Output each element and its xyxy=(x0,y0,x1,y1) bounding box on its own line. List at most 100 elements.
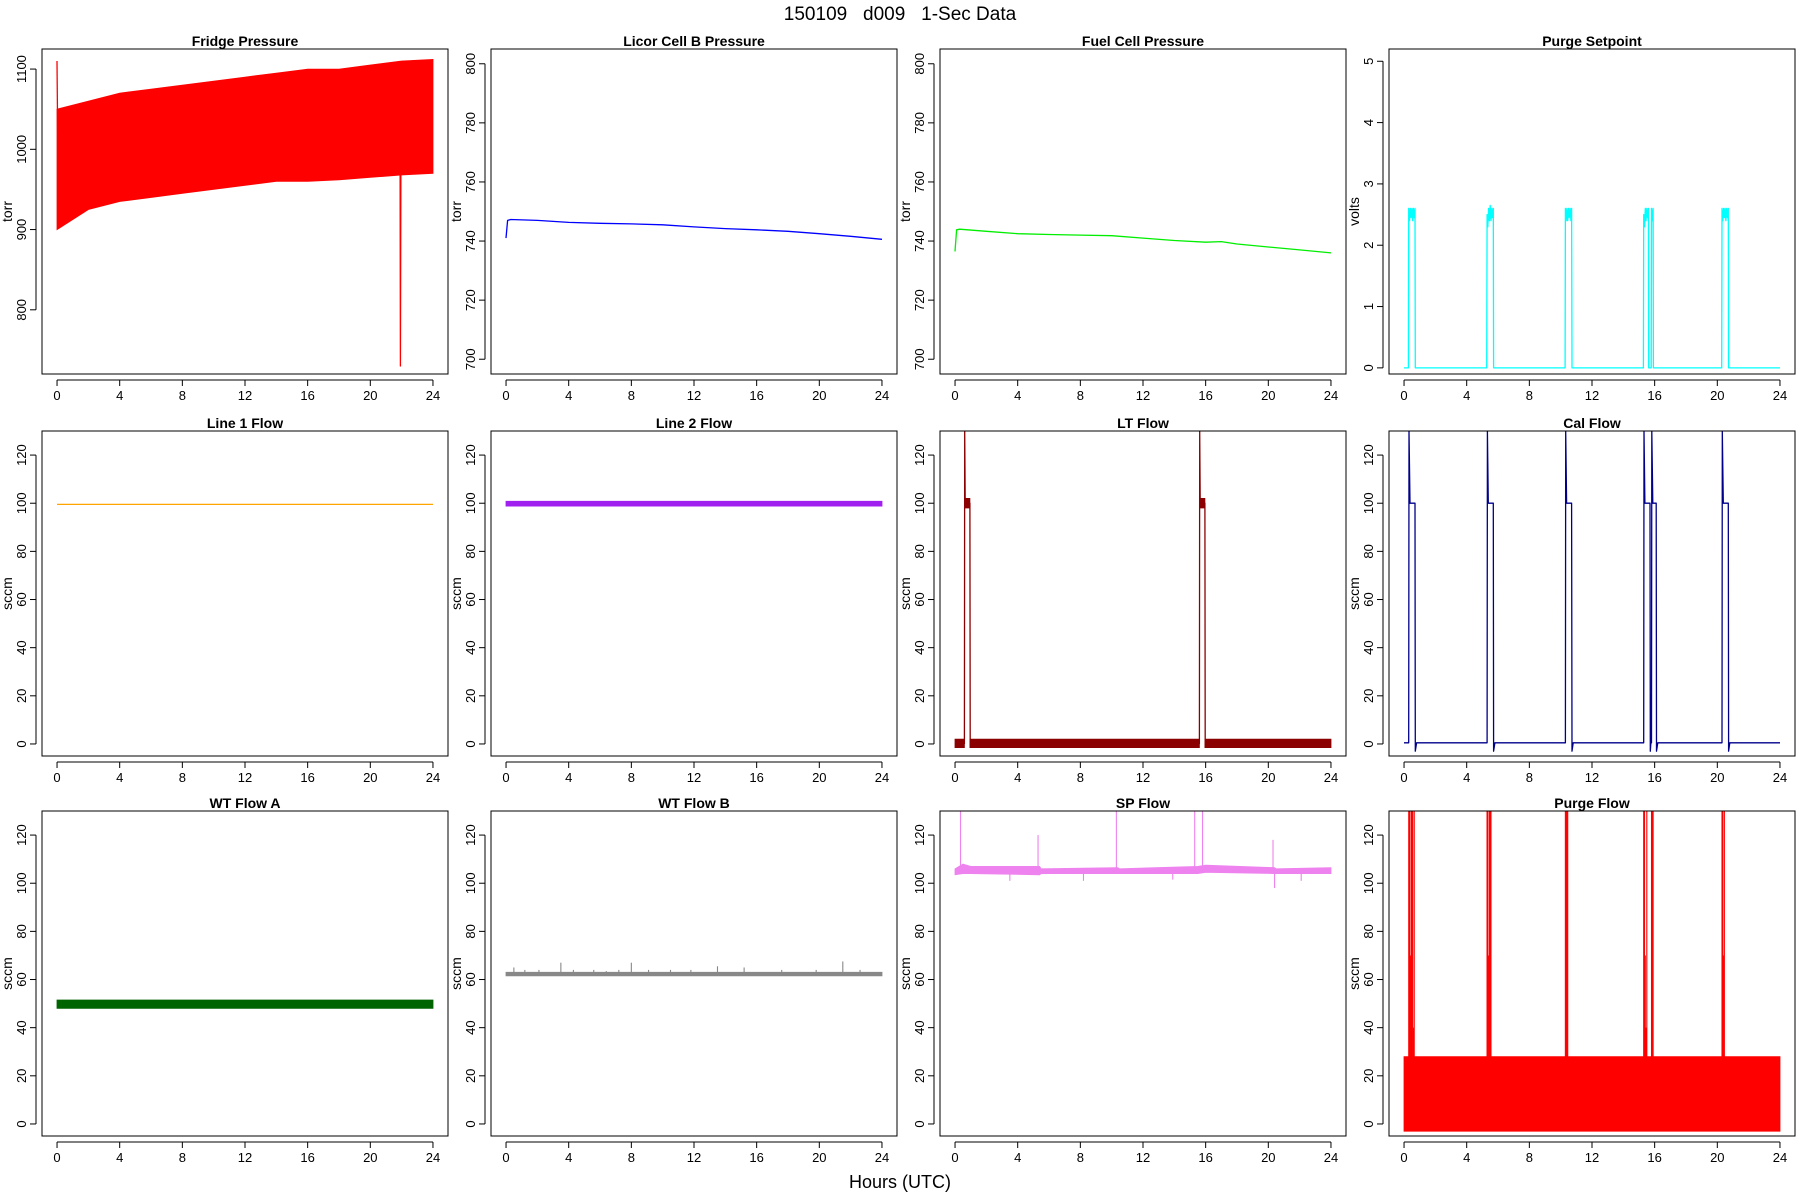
panel-7-frame xyxy=(939,430,1347,757)
panel-7: LT Flow 0 4 8 12 16 20 24 0 20 40 60 80 100 120 sccm xyxy=(897,415,1347,785)
panel-4-data xyxy=(1404,204,1780,369)
y-tick-label: 60 xyxy=(14,592,29,606)
y-tick-label: 100 xyxy=(14,492,29,514)
x-tick-label: 0 xyxy=(1400,388,1407,403)
panel-9: WT Flow A 0 4 8 12 16 20 24 0 20 40 60 80 100 120 sccm xyxy=(0,795,449,1165)
y-tick-label: 1100 xyxy=(14,55,29,83)
series-7-1-band xyxy=(954,738,965,748)
panel-11-data xyxy=(954,811,1332,889)
panel-9-title: WT Flow A xyxy=(209,795,280,811)
panel-3-y-label: torr xyxy=(897,201,913,222)
x-tick-label: 16 xyxy=(749,388,763,403)
panel-3-frame xyxy=(939,48,1347,375)
panel-8-title: Cal Flow xyxy=(1563,415,1621,431)
y-tick-label: 120 xyxy=(14,824,29,846)
x-tick-label: 0 xyxy=(502,388,509,403)
y-tick-label: 700 xyxy=(912,348,927,370)
series-7-3-band xyxy=(1204,738,1332,748)
x-tick-label: 12 xyxy=(1585,770,1599,785)
y-tick-label: 20 xyxy=(14,689,29,703)
x-tick-label: 4 xyxy=(1014,1150,1021,1165)
y-tick-label: 80 xyxy=(463,924,478,938)
x-tick-label: 12 xyxy=(238,770,252,785)
y-tick-label: 60 xyxy=(14,972,29,986)
y-tick-label: 0 xyxy=(912,740,927,747)
y-tick-label: 40 xyxy=(912,640,927,654)
y-tick-label: 760 xyxy=(912,171,927,193)
panel-4-y-label: volts xyxy=(1346,197,1362,226)
x-tick-label: 8 xyxy=(1077,1150,1084,1165)
y-tick-label: 120 xyxy=(14,444,29,466)
x-tick-label: 12 xyxy=(1585,1150,1599,1165)
panel-1-frame xyxy=(41,48,449,375)
panel-6-data xyxy=(505,500,883,507)
y-tick-label: 780 xyxy=(463,112,478,134)
panel-8-y-label: sccm xyxy=(1346,577,1362,610)
y-tick-label: 720 xyxy=(463,289,478,311)
y-tick-label: 800 xyxy=(912,53,927,75)
y-tick-label: 800 xyxy=(463,53,478,75)
x-tick-label: 12 xyxy=(1585,388,1599,403)
y-tick-label: 120 xyxy=(912,444,927,466)
panel-5: Line 1 Flow 0 4 8 12 16 20 24 0 20 40 60 80 100 120 scc… xyxy=(0,415,449,785)
series-10-1-band xyxy=(505,971,883,977)
panel-12-data xyxy=(1403,811,1781,1132)
y-tick-label: 60 xyxy=(463,592,478,606)
y-tick-label: 0 xyxy=(463,1120,478,1127)
x-tick-label: 20 xyxy=(1710,1150,1724,1165)
x-tick-label: 0 xyxy=(53,770,60,785)
y-tick-label: 20 xyxy=(1361,1069,1376,1083)
x-tick-label: 4 xyxy=(116,388,123,403)
y-tick-label: 80 xyxy=(463,544,478,558)
y-tick-label: 80 xyxy=(912,924,927,938)
panel-5-y-label: sccm xyxy=(0,577,15,610)
panel-3-title: Fuel Cell Pressure xyxy=(1082,33,1204,49)
x-tick-label: 8 xyxy=(1526,388,1533,403)
y-tick-label: 120 xyxy=(1361,444,1376,466)
x-tick-label: 20 xyxy=(1261,388,1275,403)
panel-2: Licor Cell B Pressure 0 4 8 12 16 20 24 700 720 74… xyxy=(448,33,898,403)
x-tick-label: 4 xyxy=(1014,388,1021,403)
panel-1-data xyxy=(56,58,434,367)
x-tick-label: 16 xyxy=(1647,770,1661,785)
series-8-1-line xyxy=(1404,431,1780,752)
x-tick-label: 24 xyxy=(1773,770,1787,785)
panel-2-y-label: torr xyxy=(448,201,464,222)
panel-6: Line 2 Flow 0 4 8 12 16 20 24 0 20 40 60 80 100 120 scc… xyxy=(448,415,898,785)
y-tick-label: 80 xyxy=(14,544,29,558)
series-9-1-band xyxy=(56,999,434,1009)
series-1-3-line xyxy=(399,161,402,367)
y-tick-label: 20 xyxy=(14,1069,29,1083)
x-tick-label: 8 xyxy=(628,1150,635,1165)
series-2-1-line xyxy=(505,218,883,240)
x-tick-label: 20 xyxy=(812,388,826,403)
panel-6-title: Line 2 Flow xyxy=(656,415,732,431)
x-tick-label: 16 xyxy=(749,1150,763,1165)
x-tick-label: 24 xyxy=(1773,1150,1787,1165)
x-tick-label: 20 xyxy=(1261,1150,1275,1165)
y-tick-label: 60 xyxy=(1361,592,1376,606)
panel-9-frame xyxy=(41,810,449,1137)
y-tick-label: 100 xyxy=(1361,492,1376,514)
x-tick-label: 24 xyxy=(426,388,440,403)
panel-5-frame xyxy=(41,430,449,757)
panel-5-title: Line 1 Flow xyxy=(207,415,283,431)
x-tick-label: 0 xyxy=(951,1150,958,1165)
series-7-6-line xyxy=(963,431,971,745)
y-tick-label: 900 xyxy=(14,219,29,241)
y-tick-label: 120 xyxy=(912,824,927,846)
x-tick-label: 20 xyxy=(1710,770,1724,785)
x-tick-label: 24 xyxy=(1773,388,1787,403)
y-tick-label: 0 xyxy=(912,1120,927,1127)
y-tick-label: 20 xyxy=(463,689,478,703)
panel-7-title: LT Flow xyxy=(1117,415,1169,431)
panel-2-title: Licor Cell B Pressure xyxy=(623,33,765,49)
y-tick-label: 100 xyxy=(14,872,29,894)
x-tick-label: 0 xyxy=(502,770,509,785)
x-tick-label: 12 xyxy=(687,1150,701,1165)
x-tick-label: 4 xyxy=(1463,1150,1470,1165)
panel-8-frame xyxy=(1388,430,1796,757)
x-tick-label: 20 xyxy=(1261,770,1275,785)
x-tick-label: 20 xyxy=(1710,388,1724,403)
x-tick-label: 24 xyxy=(1324,770,1338,785)
